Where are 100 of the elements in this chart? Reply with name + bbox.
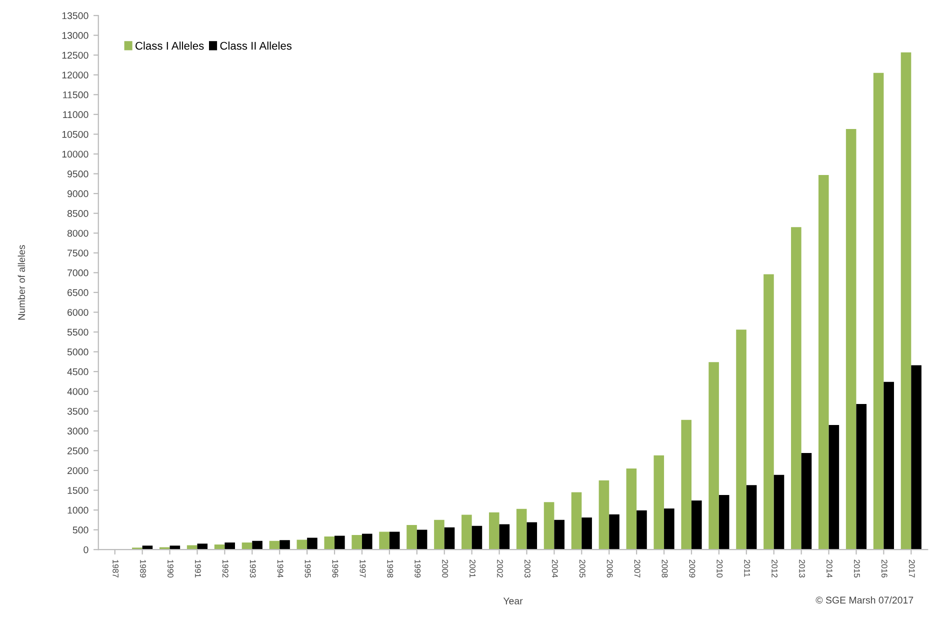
y-tick-label: 4500 [67, 368, 88, 376]
bar [406, 525, 417, 550]
bar [252, 540, 262, 550]
y-tick-label: 5000 [67, 348, 88, 356]
y-tick-label: 3500 [67, 408, 88, 415]
x-tick-label: 1990 [168, 560, 174, 578]
x-tick-label: 2003 [524, 560, 530, 578]
bar [571, 492, 582, 550]
x-tick-label: 1987 [112, 560, 119, 578]
bar [197, 544, 208, 550]
bar [434, 520, 444, 550]
y-tick-label: 5500 [67, 328, 88, 336]
y-tick-label: 7500 [68, 250, 88, 257]
y-tick-label: 0 [84, 546, 88, 554]
bar [462, 514, 472, 550]
bar [884, 382, 894, 550]
bar [307, 538, 318, 550]
y-tick-label: 1500 [68, 486, 88, 494]
y-tick-label: 7000 [68, 269, 88, 276]
x-tick-label: 1993 [250, 560, 256, 578]
y-tick-label: 9000 [67, 190, 88, 198]
y-tick-label: 3000 [67, 428, 88, 435]
x-tick-label: 1995 [304, 560, 311, 578]
y-tick-label: 11500 [63, 91, 88, 98]
y-tick-label: 8000 [67, 230, 88, 237]
x-tick-label: 2010 [716, 560, 723, 578]
y-tick-label: 12000 [62, 72, 88, 78]
x-tick-label: 2000 [442, 560, 448, 578]
bar [636, 510, 647, 550]
y-tick-label: 10500 [62, 130, 88, 138]
bar [746, 485, 757, 550]
bar [774, 474, 784, 550]
bar [516, 508, 527, 550]
x-tick-label: 2001 [470, 560, 476, 578]
x-tick-label: 2013 [799, 560, 805, 578]
x-tick-label: 1991 [195, 560, 201, 578]
y-tick-label: 13500 [62, 12, 88, 20]
y-tick-label: 4000 [67, 388, 88, 395]
x-tick-label: 1994 [277, 560, 284, 578]
y-tick-label: 8500 [67, 210, 88, 217]
bar [472, 526, 482, 550]
bar [324, 536, 335, 550]
bar [681, 420, 692, 550]
bar [764, 274, 774, 550]
x-tick-label: 2014 [826, 560, 832, 578]
bar [598, 480, 610, 550]
bar [379, 532, 390, 550]
x-tick-label: 2017 [908, 560, 915, 578]
y-tick-label: 6000 [68, 308, 88, 316]
y-tick-label: 1000 [68, 506, 88, 514]
bar [526, 522, 538, 550]
y-axis-title: Number of alleles [18, 245, 25, 320]
x-tick-label: 2004 [552, 560, 558, 578]
bar [818, 174, 829, 550]
bar [609, 514, 620, 550]
bar [582, 518, 592, 550]
legend-label: Class II Alleles [220, 42, 292, 50]
y-tick-label: 2500 [68, 447, 88, 454]
bar [846, 129, 856, 550]
bar [554, 520, 564, 550]
bar [224, 542, 235, 550]
x-tick-label: 2015 [854, 560, 860, 578]
y-tick-label: 13000 [62, 32, 88, 39]
x-tick-label: 2005 [579, 560, 586, 578]
bar [389, 532, 400, 550]
x-tick-label: 1997 [360, 560, 366, 578]
bar [296, 540, 308, 550]
x-tick-label: 1999 [414, 560, 421, 578]
bar [791, 227, 802, 550]
y-tick-label: 11000 [63, 111, 88, 118]
x-tick-label: 2011 [744, 560, 750, 577]
x-tick-label: 2007 [634, 560, 640, 578]
bar [664, 508, 674, 550]
text: © SGE Marsh 07/2017 [816, 596, 914, 604]
bar [654, 455, 664, 550]
bar [444, 527, 455, 550]
x-axis-title: Year [503, 598, 523, 604]
bar [362, 534, 372, 550]
bar [801, 453, 812, 550]
bar [499, 524, 510, 550]
bar [626, 468, 637, 550]
legend-label: Class I Alleles [136, 42, 204, 50]
bar [911, 365, 922, 550]
bar [736, 330, 746, 550]
bar [900, 52, 912, 550]
bar [416, 530, 428, 550]
bar [334, 536, 345, 550]
bar [856, 404, 867, 550]
x-tick-label: 2008 [662, 560, 668, 578]
x-tick-label: 1992 [222, 560, 228, 578]
bar [544, 502, 554, 550]
bar [691, 500, 702, 550]
y-tick-label: 12500 [62, 52, 88, 59]
x-tick-label: 1989 [140, 560, 146, 578]
bar [873, 72, 884, 550]
x-tick-label: 2006 [606, 560, 613, 578]
x-tick-label: 2016 [881, 560, 888, 578]
bar [280, 540, 290, 550]
y-tick-label: 9500 [67, 170, 88, 178]
bar [828, 424, 840, 550]
